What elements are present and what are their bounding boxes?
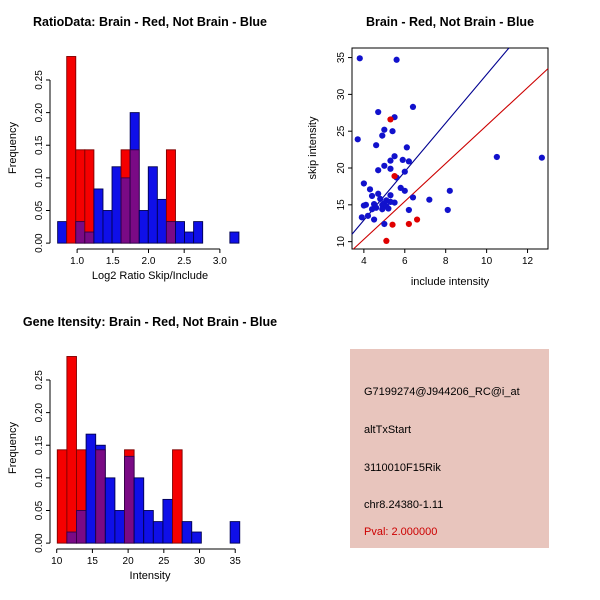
gene-histogram-ylabel: Frequency bbox=[7, 422, 19, 474]
svg-text:12: 12 bbox=[522, 256, 534, 267]
svg-text:0.10: 0.10 bbox=[34, 468, 45, 488]
panel-gene-info: G7199274@J944206_RC@i_at altTxStart 3110… bbox=[300, 300, 600, 600]
svg-text:0.00: 0.00 bbox=[34, 533, 45, 553]
ratio-histogram-plot: 1.0 1.5 2.0 2.5 3.0 0.00 0.05 0.10 0.15 0.20 0.25 bbox=[34, 56, 240, 267]
svg-text:0.00: 0.00 bbox=[34, 233, 45, 253]
histogram-bars bbox=[57, 56, 240, 244]
probe-id-text: G7199274@J944206_RC@i_at bbox=[364, 386, 520, 398]
svg-text:0.05: 0.05 bbox=[34, 200, 45, 220]
locus-text: chr8.24380-1.11 bbox=[364, 499, 444, 511]
regression-lines bbox=[351, 47, 549, 250]
svg-text:15: 15 bbox=[336, 199, 347, 211]
panel-ratio-histogram: RatioData: Brain - Red, Not Brain - Blue… bbox=[0, 0, 300, 300]
x-axis: 10 15 20 25 30 35 bbox=[51, 548, 242, 567]
histogram-bars bbox=[56, 356, 241, 544]
svg-text:10: 10 bbox=[336, 236, 347, 248]
x-axis: 1.0 1.5 2.0 2.5 3.0 bbox=[70, 248, 227, 267]
y-axis: 0.00 0.05 0.10 0.15 0.20 0.25 bbox=[34, 70, 51, 253]
gene-info-box: G7199274@J944206_RC@i_at altTxStart 3110… bbox=[350, 349, 549, 548]
svg-text:2.5: 2.5 bbox=[177, 256, 191, 267]
svg-text:20: 20 bbox=[336, 162, 347, 174]
ratio-histogram-ylabel: Frequency bbox=[7, 122, 19, 174]
gene-symbol-text: 3110010F15Rik bbox=[364, 462, 441, 474]
svg-text:30: 30 bbox=[336, 88, 347, 100]
svg-text:0.25: 0.25 bbox=[34, 70, 45, 90]
svg-text:0.10: 0.10 bbox=[34, 168, 45, 188]
y-axis: 10 15 20 25 30 35 bbox=[336, 52, 352, 248]
svg-text:6: 6 bbox=[402, 256, 408, 267]
gene-histogram-plot: 10 15 20 25 30 35 0.00 0.05 0.10 0.15 0.20 0.25 bbox=[34, 356, 242, 567]
svg-text:0.15: 0.15 bbox=[34, 135, 45, 155]
svg-text:25: 25 bbox=[336, 125, 347, 137]
svg-text:20: 20 bbox=[123, 556, 135, 567]
svg-text:0.25: 0.25 bbox=[34, 370, 45, 390]
svg-text:4: 4 bbox=[361, 256, 367, 267]
event-type-text: altTxStart bbox=[364, 424, 412, 436]
svg-text:0.20: 0.20 bbox=[34, 102, 45, 122]
svg-text:8: 8 bbox=[443, 256, 449, 267]
scatter-xlabel: include intensity bbox=[410, 276, 490, 288]
svg-text:3.0: 3.0 bbox=[213, 256, 227, 267]
svg-text:0.15: 0.15 bbox=[34, 435, 45, 455]
ratio-histogram-xlabel: Log2 Ratio Skip/Include bbox=[91, 270, 209, 282]
ratio-histogram-title: RatioData: Brain - Red, Not Brain - Blue bbox=[32, 15, 268, 29]
data-points bbox=[354, 55, 545, 245]
y-axis: 0.00 0.05 0.10 0.15 0.20 0.25 bbox=[34, 370, 51, 553]
svg-text:35: 35 bbox=[230, 556, 242, 567]
plot-box bbox=[351, 47, 549, 250]
gene-histogram-title: Gene Itensity: Brain - Red, Not Brain - … bbox=[22, 315, 278, 329]
svg-text:0.05: 0.05 bbox=[34, 500, 45, 520]
svg-text:15: 15 bbox=[87, 556, 99, 567]
svg-text:2.0: 2.0 bbox=[142, 256, 156, 267]
svg-text:1.5: 1.5 bbox=[106, 256, 120, 267]
svg-text:35: 35 bbox=[336, 52, 347, 64]
x-axis: 4 6 8 10 12 bbox=[361, 249, 534, 267]
svg-text:10: 10 bbox=[51, 556, 63, 567]
svg-text:1.0: 1.0 bbox=[70, 256, 84, 267]
pval-text: Pval: 2.000000 bbox=[364, 526, 438, 538]
panel-gene-histogram: Gene Itensity: Brain - Red, Not Brain - … bbox=[0, 300, 300, 600]
svg-text:25: 25 bbox=[158, 556, 170, 567]
scatter-title: Brain - Red, Not Brain - Blue bbox=[365, 15, 535, 29]
scatter-ylabel: skip intensity bbox=[307, 116, 319, 180]
svg-text:30: 30 bbox=[194, 556, 206, 567]
svg-text:10: 10 bbox=[481, 256, 493, 267]
panel-intensity-scatter: Brain - Red, Not Brain - Blue 4 6 8 10 12 10 1… bbox=[300, 0, 600, 300]
gene-histogram-xlabel: Intensity bbox=[129, 570, 171, 582]
intensity-scatter-plot: 4 6 8 10 12 10 15 20 25 30 35 bbox=[336, 47, 549, 267]
svg-text:0.20: 0.20 bbox=[34, 402, 45, 422]
